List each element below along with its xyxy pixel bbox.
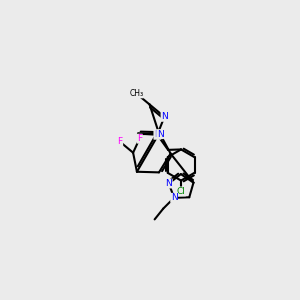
Text: N: N (171, 193, 177, 202)
Text: F: F (137, 134, 142, 143)
Text: N: N (154, 130, 160, 139)
Text: F: F (118, 137, 123, 146)
Text: N: N (166, 179, 172, 188)
Text: CH₃: CH₃ (129, 89, 143, 98)
Text: Cl: Cl (177, 187, 185, 196)
Text: N: N (161, 112, 168, 121)
Text: N: N (157, 130, 164, 139)
